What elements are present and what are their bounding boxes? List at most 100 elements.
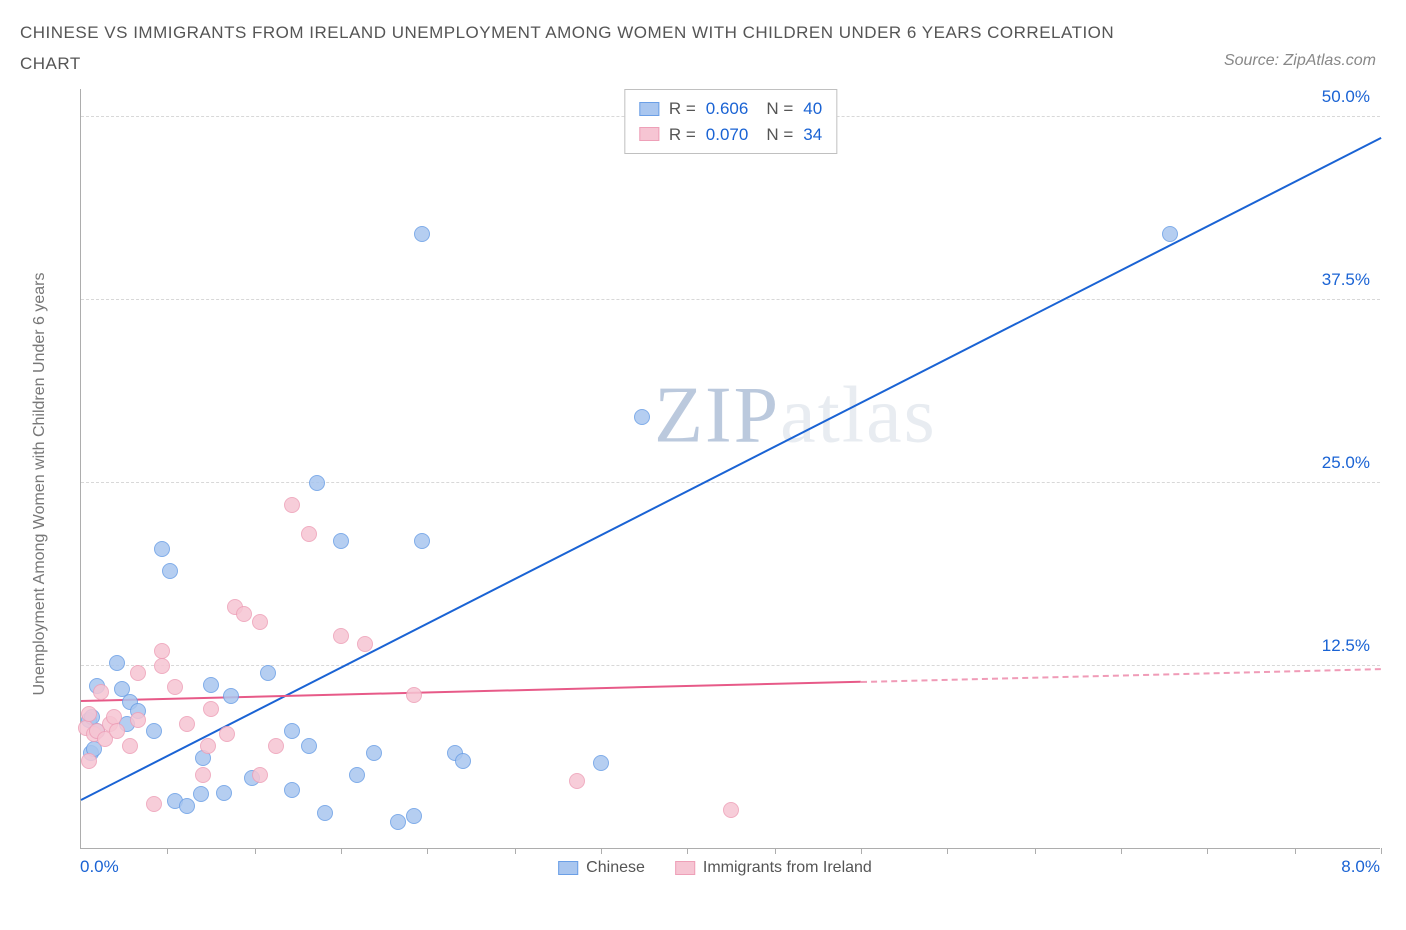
data-point xyxy=(723,802,739,818)
data-point xyxy=(284,497,300,513)
series-legend: Chinese Immigrants from Ireland xyxy=(558,859,872,877)
data-point xyxy=(109,655,125,671)
x-axis-max-label: 8.0% xyxy=(1341,857,1380,877)
data-point xyxy=(284,723,300,739)
x-tick xyxy=(255,848,256,854)
legend-swatch xyxy=(558,861,578,875)
stat-r-value: 0.606 xyxy=(706,96,749,122)
data-point xyxy=(93,684,109,700)
x-tick xyxy=(1381,848,1382,854)
data-point xyxy=(455,753,471,769)
x-tick xyxy=(167,848,168,854)
stat-n-value: 34 xyxy=(803,122,822,148)
data-point xyxy=(106,709,122,725)
data-point xyxy=(1162,226,1178,242)
plot-area: ZIPatlas R = 0.606 N = 40 R = 0.070 N = 34 12.5… xyxy=(80,89,1380,849)
x-tick xyxy=(1295,848,1296,854)
data-point xyxy=(260,665,276,681)
x-tick xyxy=(1121,848,1122,854)
data-point xyxy=(357,636,373,652)
chart-title: CHINESE VS IMMIGRANTS FROM IRELAND UNEMP… xyxy=(20,18,1120,79)
x-tick xyxy=(601,848,602,854)
stat-n-label: N = xyxy=(766,96,793,122)
data-point xyxy=(349,767,365,783)
data-point xyxy=(200,738,216,754)
data-point xyxy=(216,785,232,801)
stat-r-value: 0.070 xyxy=(706,122,749,148)
gridline xyxy=(81,482,1380,483)
data-point xyxy=(301,738,317,754)
legend-label: Chinese xyxy=(586,859,645,877)
data-point xyxy=(634,409,650,425)
data-point xyxy=(309,475,325,491)
data-point xyxy=(146,723,162,739)
legend-item: Immigrants from Ireland xyxy=(675,859,872,877)
x-tick xyxy=(947,848,948,854)
data-point xyxy=(252,614,268,630)
y-tick-label: 25.0% xyxy=(1322,453,1370,473)
gridline xyxy=(81,299,1380,300)
data-point xyxy=(284,782,300,798)
data-point xyxy=(593,755,609,771)
data-point xyxy=(81,753,97,769)
data-point xyxy=(109,723,125,739)
data-point xyxy=(333,628,349,644)
stats-legend: R = 0.606 N = 40 R = 0.070 N = 34 xyxy=(624,89,837,154)
data-point xyxy=(203,701,219,717)
data-point xyxy=(203,677,219,693)
data-point xyxy=(179,798,195,814)
y-tick-label: 37.5% xyxy=(1322,270,1370,290)
data-point xyxy=(162,563,178,579)
y-axis-label: Unemployment Among Women with Children U… xyxy=(31,273,49,696)
chart-container: Unemployment Among Women with Children U… xyxy=(50,89,1380,879)
data-point xyxy=(301,526,317,542)
legend-label: Immigrants from Ireland xyxy=(703,859,872,877)
data-point xyxy=(317,805,333,821)
x-axis-min-label: 0.0% xyxy=(80,857,119,877)
stat-n-label: N = xyxy=(766,122,793,148)
data-point xyxy=(193,786,209,802)
x-tick xyxy=(687,848,688,854)
legend-item: Chinese xyxy=(558,859,645,877)
data-point xyxy=(219,726,235,742)
data-point xyxy=(154,643,170,659)
data-point xyxy=(366,745,382,761)
data-point xyxy=(130,712,146,728)
watermark-light: atlas xyxy=(780,371,937,459)
data-point xyxy=(195,767,211,783)
stat-r-label: R = xyxy=(669,122,696,148)
data-point xyxy=(130,665,146,681)
y-tick-label: 12.5% xyxy=(1322,636,1370,656)
x-tick xyxy=(427,848,428,854)
stat-n-value: 40 xyxy=(803,96,822,122)
data-point xyxy=(179,716,195,732)
y-tick-label: 50.0% xyxy=(1322,87,1370,107)
data-point xyxy=(333,533,349,549)
data-point xyxy=(154,658,170,674)
data-point xyxy=(167,679,183,695)
data-point xyxy=(252,767,268,783)
trend-line xyxy=(81,137,1382,801)
legend-swatch xyxy=(639,102,659,116)
data-point xyxy=(122,738,138,754)
data-point xyxy=(414,226,430,242)
watermark-bold: ZIP xyxy=(654,371,780,459)
stats-legend-row: R = 0.606 N = 40 xyxy=(639,96,822,122)
x-tick xyxy=(515,848,516,854)
stats-legend-row: R = 0.070 N = 34 xyxy=(639,122,822,148)
data-point xyxy=(81,706,97,722)
data-point xyxy=(390,814,406,830)
stat-r-label: R = xyxy=(669,96,696,122)
x-tick xyxy=(861,848,862,854)
x-tick xyxy=(341,848,342,854)
data-point xyxy=(223,688,239,704)
x-tick xyxy=(1207,848,1208,854)
data-point xyxy=(268,738,284,754)
trend-line xyxy=(81,681,861,702)
data-point xyxy=(146,796,162,812)
data-point xyxy=(406,687,422,703)
trend-line-dashed xyxy=(861,668,1381,683)
data-point xyxy=(154,541,170,557)
data-point xyxy=(414,533,430,549)
data-point xyxy=(236,606,252,622)
